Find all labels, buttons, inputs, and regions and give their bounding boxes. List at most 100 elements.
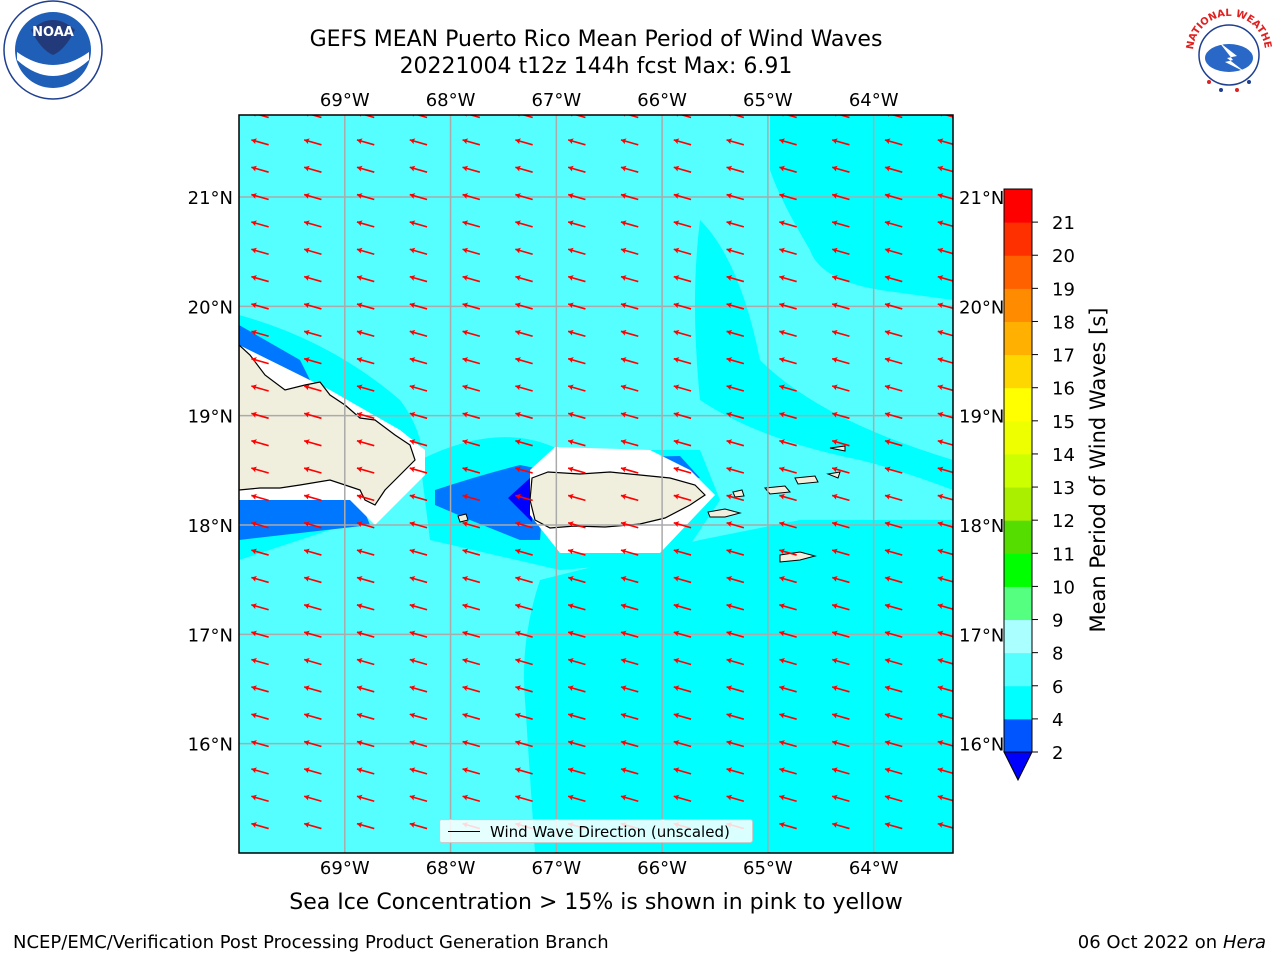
wind-wave-arrow [567,193,586,201]
colorbar-tick-label: 16 [1052,379,1075,400]
wind-wave-arrow [726,740,745,748]
wind-wave-arrow [726,275,745,283]
wind-wave-arrow [409,575,428,584]
wind-wave-arrow [409,548,428,556]
wind-wave-arrow [937,712,953,720]
wind-wave-arrow [831,575,850,584]
wind-wave-arrow [884,193,903,201]
wind-wave-arrow [462,712,481,720]
wind-wave-arrow [515,493,533,502]
chart-title: GEFS MEAN Puerto Rico Mean Period of Win… [309,27,883,52]
wind-wave-arrow [779,603,797,611]
wind-wave-arrow [251,220,269,228]
wind-wave-arrow [462,794,481,802]
wind-wave-arrow [831,193,850,201]
wind-wave-arrow [726,603,745,611]
wind-wave-arrow [726,439,745,447]
footer-organization: NCEP/EMC/Verification Post Processing Pr… [13,932,609,953]
wind-wave-arrow [356,712,375,720]
colorbar-segment [1004,453,1032,488]
wind-wave-arrow [937,493,953,502]
wind-wave-arrow [409,165,428,173]
wind-wave-arrow [409,411,428,420]
wind-wave-arrow [831,630,850,638]
wind-wave-arrow [726,493,745,502]
wind-wave-arrow [937,220,953,228]
wind-wave-arrow [462,548,481,556]
wind-wave-arrow [937,794,953,802]
wind-wave-arrow [303,115,322,119]
colorbar-tick-label: 20 [1052,246,1075,267]
wind-wave-arrow [831,712,850,720]
lat-tick-label-left: 21°N [188,188,233,209]
colorbar-title: Mean Period of Wind Waves [s] [1086,307,1110,633]
colorbar-tick-label: 10 [1052,577,1075,598]
wind-wave-arrow [303,767,322,775]
wind-wave-arrow [620,658,639,666]
wind-wave-arrow [409,685,428,693]
lat-tick-label-left: 17°N [188,625,233,646]
wind-wave-arrow [251,138,269,146]
wind-wave-arrow [673,740,692,748]
wind-wave-arrow [673,712,692,720]
wind-wave-arrow [356,411,375,420]
wind-wave-arrow [356,658,375,666]
wind-wave-arrow [462,247,481,255]
wind-wave-arrow [831,357,850,365]
lat-tick-label-right: 18°N [959,516,1004,537]
wind-wave-arrow [779,411,797,420]
wind-wave-arrow [462,767,481,775]
nws-logo: NATIONAL WEATHER SERVICE [1179,0,1273,92]
lat-tick-label-right: 21°N [959,188,1004,209]
wind-wave-arrow [726,220,745,228]
wind-wave-arrow [726,466,745,474]
wind-wave-arrow [884,603,903,611]
lon-tick-label-bottom: 65°W [743,858,793,879]
wind-wave-arrow [937,685,953,693]
wind-wave-arrow [515,740,533,748]
wind-wave-arrow [937,247,953,255]
wind-wave-arrow [515,193,533,201]
wind-wave-arrow [356,193,375,201]
wind-wave-arrow [673,439,692,447]
lat-tick-label-left: 20°N [188,297,233,318]
wind-wave-arrow [726,247,745,255]
wind-wave-arrow [356,794,375,802]
colorbar-tick-label: 6 [1052,677,1063,698]
wind-wave-arrow [303,329,322,338]
wind-wave-arrow [620,357,639,365]
wind-wave-arrow [409,302,428,310]
wind-wave-arrow [937,767,953,775]
wind-wave-arrow [567,712,586,720]
wind-wave-arrow [831,411,850,420]
colorbar-segment [1004,619,1032,654]
wind-wave-arrow [462,220,481,228]
wind-wave-arrow [356,740,375,748]
wind-wave-arrow [620,115,639,119]
wind-wave-arrow [356,575,375,584]
wind-wave-arrow [462,384,481,392]
colorbar-tick-label: 17 [1052,346,1075,367]
lon-tick-label-top: 68°W [426,90,476,111]
lon-tick-label-top: 67°W [531,90,581,111]
wind-wave-arrow [779,466,797,474]
wind-wave-arrow [937,658,953,666]
wind-wave-arrow [462,630,481,638]
wind-wave-arrow [356,220,375,228]
island-culebra [732,489,745,498]
wind-wave-arrow [831,521,850,529]
wind-wave-arrow [884,115,903,119]
wind-wave-arrow [515,521,533,529]
wind-wave-arrow [884,411,903,420]
wind-wave-arrow [726,575,745,584]
wind-wave-arrow [356,115,375,119]
wind-wave-arrow [462,329,481,338]
wind-wave-arrow [831,822,850,830]
wind-wave-arrow [620,247,639,255]
colorbar-segment [1004,520,1032,554]
wind-wave-arrow [356,630,375,638]
graticule [239,115,953,853]
wind-wave-arrow [779,247,797,255]
wind-wave-arrow [779,329,797,338]
wind-wave-arrow [409,193,428,201]
